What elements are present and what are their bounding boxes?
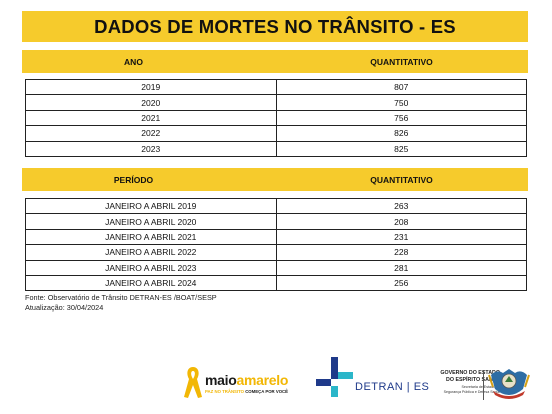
tagline-part2: COMEÇA POR VOCÊ [244,389,289,394]
row-label: 2023 [25,140,277,157]
tagline-part1: PAZ NO TRÂNSITO [205,389,244,394]
table-row: JANEIRO A ABRIL 2020 208 [25,213,527,230]
row-value: 256 [275,274,527,292]
table1-col-year: ANO [124,56,143,67]
table-row: 2022 826 [25,125,527,142]
row-value: 826 [275,125,527,142]
table2-col-quantity: QUANTITATIVO [370,174,433,185]
maio-text: maio [205,372,237,388]
table-row: JANEIRO A ABRIL 2019 263 [25,197,527,215]
table-row: 2020 750 [25,94,527,111]
row-value: 263 [275,197,527,215]
state-crest-icon [488,369,530,399]
detran-logo-icon [316,357,353,397]
yellow-ribbon-icon [184,367,202,398]
row-label: 2022 [25,125,277,142]
gov-line2: DO ESPÍRITO SANTO [446,376,500,383]
row-label: JANEIRO A ABRIL 2021 [25,228,277,246]
row-value: 231 [275,228,527,246]
table-row: JANEIRO A ABRIL 2021 231 [25,228,527,246]
row-value: 281 [275,259,527,276]
table-row: 2021 756 [25,109,527,127]
table-row: JANEIRO A ABRIL 2022 228 [25,244,527,261]
detran-es-text: DETRAN | ES [355,381,430,393]
table1-header: ANO QUANTITATIVO [22,50,528,73]
maio-amarelo-logo: maioamarelo [205,372,288,388]
gov-line4: Segurança Pública e Defesa Social [443,389,500,394]
title-banner: DADOS DE MORTES NO TRÂNSITO - ES [22,11,528,42]
table2-col-period: PERÍODO [113,174,154,185]
table2-header: PERÍODO QUANTITATIVO [22,168,528,191]
table-row: 2019 807 [25,78,527,96]
row-label: 2019 [25,78,277,96]
row-label: 2021 [25,109,277,127]
update-note: Atualização: 30/04/2024 [25,303,104,312]
table1-col-quantity: QUANTITATIVO [370,56,433,67]
row-value: 228 [275,244,527,261]
row-value: 756 [275,109,527,127]
gov-divider [483,370,484,400]
amarelo-text: amarelo [236,372,289,388]
table1: 2019 807 2020 750 2021 756 2022 826 2023 825 [25,78,527,157]
row-label: JANEIRO A ABRIL 2022 [25,244,277,261]
table2: JANEIRO A ABRIL 2019 263 JANEIRO A ABRIL 2… [25,197,527,292]
gov-line3: Secretaria de Estado de [461,385,500,389]
row-value: 750 [275,94,527,111]
table-row: JANEIRO A ABRIL 2023 281 [25,259,527,276]
table-row: 2023 825 [25,140,527,157]
maio-amarelo-tagline: PAZ NO TRÂNSITO COMEÇA POR VOCÊ [205,389,288,394]
row-label: JANEIRO A ABRIL 2024 [25,274,277,292]
row-label: JANEIRO A ABRIL 2023 [25,259,277,276]
row-value: 208 [275,213,527,230]
table-row: JANEIRO A ABRIL 2024 256 [25,274,527,292]
government-text: GOVERNO DO ESTADO DO ESPÍRITO SANTO Secr… [420,370,500,394]
row-label: JANEIRO A ABRIL 2019 [25,197,277,215]
row-label: 2020 [25,94,277,111]
row-label: JANEIRO A ABRIL 2020 [25,213,277,230]
gov-line1: GOVERNO DO ESTADO [440,370,500,376]
source-note: Fonte: Observatório de Trânsito DETRAN-E… [25,293,217,302]
page-title: DADOS DE MORTES NO TRÂNSITO - ES [94,15,456,37]
row-value: 825 [275,140,527,157]
row-value: 807 [275,78,527,96]
